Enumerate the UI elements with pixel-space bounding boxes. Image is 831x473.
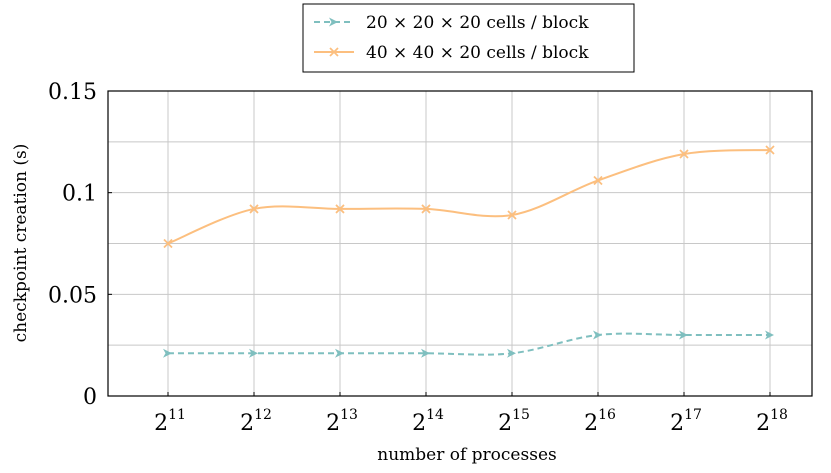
x-tick-label: 218 (756, 407, 788, 436)
plot-area-frame (107, 90, 813, 397)
marker-stroke (335, 204, 345, 214)
y-tick-label: 0.1 (62, 182, 97, 207)
series-1-line (168, 332, 770, 356)
series-2-point (593, 175, 603, 186)
legend: 20 × 20 × 20 cells / block 40 × 40 × 20 c… (302, 3, 635, 73)
series-1-point (249, 348, 258, 358)
series-1-point (679, 330, 688, 340)
x-axis-ticks: 211 212 213 214 215 216 217 218 (154, 407, 788, 436)
series-1-point (335, 348, 344, 358)
marker-stroke (507, 210, 517, 220)
x-tick-label: 216 (584, 407, 616, 436)
series-2-point (335, 204, 345, 214)
x-axis-label: number of processes (377, 445, 556, 465)
y-axis-label: checkpoint creation (s) (11, 144, 31, 343)
series-1-point (765, 330, 774, 340)
y-tick-label: 0.05 (48, 283, 97, 308)
x-tick-label: 211 (154, 407, 186, 436)
marker-stroke (765, 145, 775, 155)
series-2-line (167, 148, 771, 245)
x-tick-label: 212 (240, 407, 272, 436)
series-2-point (421, 204, 431, 214)
series-2-point (679, 149, 689, 159)
legend-entry-label: 40 × 40 × 20 cells / block (366, 43, 589, 63)
y-tick-label: 0.15 (48, 80, 97, 105)
legend-swatch-marker (329, 17, 338, 27)
marker-stroke (593, 175, 603, 186)
series-1-point (421, 348, 430, 358)
series-1-point (593, 330, 602, 340)
series-2-point (765, 145, 775, 155)
y-axis-ticks: 0 0.05 0.1 0.15 (48, 80, 97, 410)
grid (108, 90, 812, 397)
marker-stroke (163, 238, 173, 249)
legend-box (302, 3, 635, 73)
marker-stroke (329, 47, 339, 57)
series-2-point (249, 204, 259, 214)
legend-swatch-marker (329, 47, 339, 57)
x-tick-label: 213 (326, 407, 358, 436)
marker-stroke (679, 149, 689, 159)
series-1-point (163, 348, 172, 358)
series-1-point (507, 348, 516, 358)
x-tick-label: 215 (498, 407, 530, 436)
series-2-point (507, 210, 517, 220)
y-tick-label: 0 (83, 385, 97, 410)
marker-stroke (249, 204, 259, 214)
x-tick-label: 217 (670, 407, 702, 436)
series-layer (163, 145, 775, 358)
marker-stroke (421, 204, 431, 214)
legend-entry-label: 20 × 20 × 20 cells / block (366, 13, 589, 33)
x-tick-label: 214 (412, 407, 444, 436)
series-2-point (163, 238, 173, 249)
